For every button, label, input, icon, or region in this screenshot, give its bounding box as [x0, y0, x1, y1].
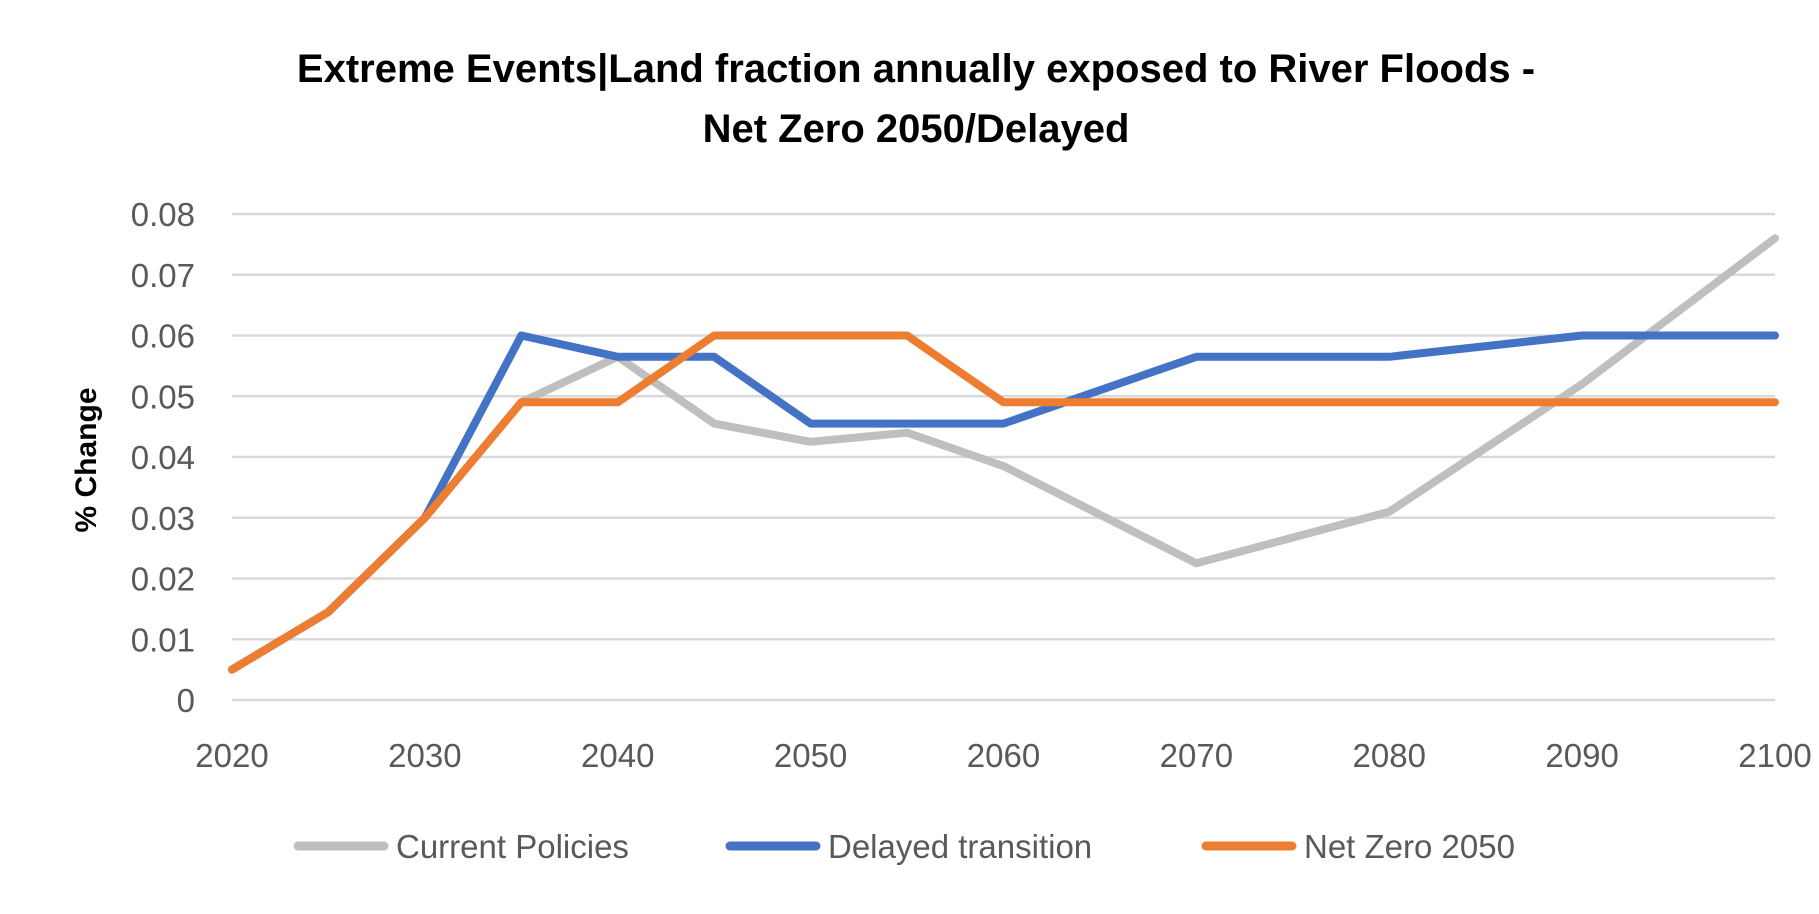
- x-tick-label: 2030: [388, 737, 461, 774]
- y-axis-ticks: 0 0.01 0.02 0.03 0.04 0.05 0.06 0.07 0.08: [131, 196, 195, 719]
- legend: Current Policies Delayed transition Net Ze…: [293, 828, 1515, 865]
- gridlines: [232, 212, 1775, 702]
- legend-label: Net Zero 2050: [1304, 828, 1515, 865]
- x-tick-label: 2090: [1545, 737, 1618, 774]
- y-tick-label: 0.05: [131, 378, 195, 415]
- y-tick-label: 0.03: [131, 500, 195, 537]
- chart-title-line-1: Extreme Events|Land fraction annually ex…: [297, 47, 1535, 91]
- series-line-0: [228, 234, 1779, 674]
- x-tick-label: 2050: [774, 737, 847, 774]
- y-tick-label: 0.08: [131, 196, 195, 233]
- x-tick-label: 2020: [195, 737, 268, 774]
- series-line-2: [228, 331, 1779, 674]
- y-tick-label: 0.02: [131, 561, 195, 598]
- series-lines: [228, 234, 1779, 674]
- y-tick-label: 0: [177, 682, 195, 719]
- x-axis-ticks: 2020 2030 2040 2050 2060 2070 2080 2090 2100: [195, 737, 1811, 774]
- chart-title-line-2: Net Zero 2050/Delayed: [703, 107, 1130, 151]
- y-tick-label: 0.07: [131, 257, 195, 294]
- x-tick-label: 2060: [967, 737, 1040, 774]
- legend-label: Current Policies: [396, 828, 629, 865]
- x-tick-label: 2040: [581, 737, 654, 774]
- x-tick-label: 2070: [1160, 737, 1233, 774]
- y-axis-label: % Change: [70, 387, 103, 532]
- y-tick-label: 0.04: [131, 439, 195, 476]
- x-tick-label: 2100: [1738, 737, 1811, 774]
- y-tick-label: 0.01: [131, 621, 195, 658]
- legend-label: Delayed transition: [828, 828, 1092, 865]
- series-line-1: [228, 331, 1779, 674]
- y-tick-label: 0.06: [131, 318, 195, 355]
- x-tick-label: 2080: [1353, 737, 1426, 774]
